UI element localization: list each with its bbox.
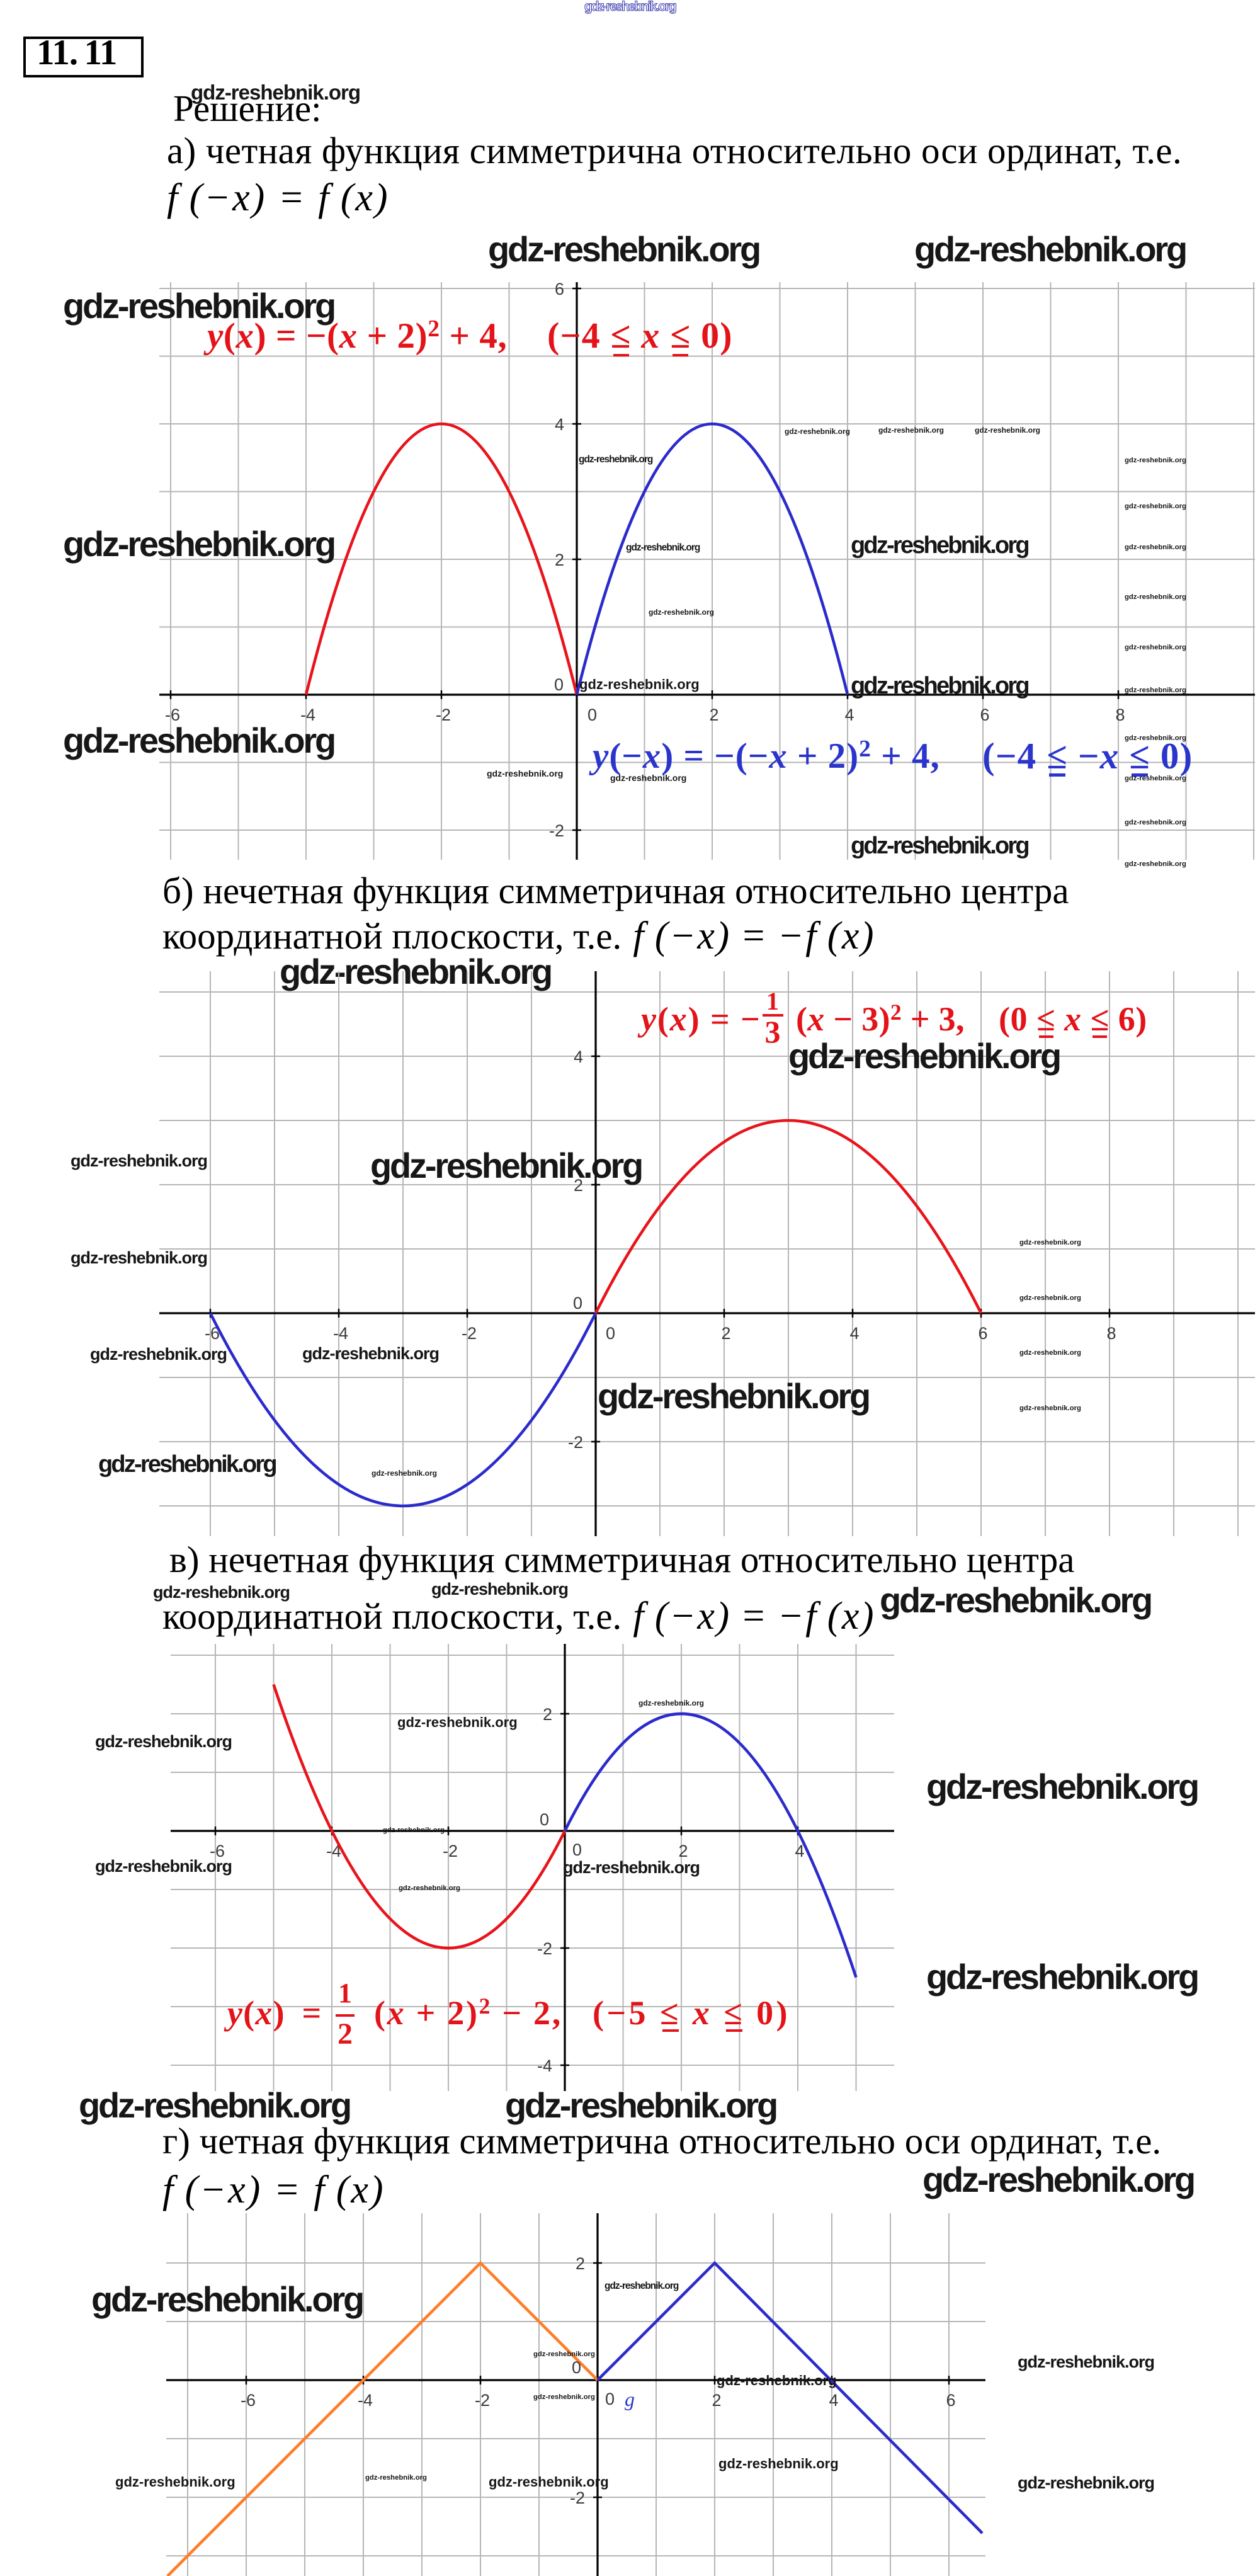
svg-text:6: 6	[946, 2391, 955, 2410]
svg-text:2: 2	[555, 550, 564, 569]
svg-text:-2: -2	[475, 2391, 490, 2410]
svg-text:0: 0	[554, 675, 564, 694]
svg-text:-4: -4	[358, 2391, 373, 2410]
svg-text:2: 2	[721, 1324, 730, 1343]
svg-text:4: 4	[849, 1324, 859, 1343]
svg-text:-6: -6	[241, 2391, 256, 2410]
svg-text:-6: -6	[165, 705, 180, 724]
svg-text:0: 0	[572, 1840, 582, 1859]
svg-text:-4: -4	[333, 1324, 348, 1343]
svg-text:8: 8	[1106, 1324, 1116, 1343]
svg-text:0: 0	[573, 1294, 582, 1313]
svg-text:4: 4	[555, 415, 564, 434]
svg-text:0: 0	[540, 1810, 549, 1829]
svg-text:2: 2	[576, 2254, 585, 2273]
svg-text:4: 4	[795, 1842, 804, 1861]
svg-text:2: 2	[574, 1176, 583, 1195]
svg-text:0: 0	[572, 2358, 581, 2377]
svg-text:6: 6	[980, 705, 989, 724]
svg-text:-2: -2	[462, 1324, 477, 1343]
svg-text:4: 4	[829, 2391, 838, 2410]
svg-text:2: 2	[678, 1842, 688, 1861]
svg-text:-2: -2	[436, 705, 451, 724]
svg-text:2: 2	[543, 1705, 552, 1724]
svg-text:4: 4	[574, 1047, 583, 1066]
svg-text:-2: -2	[537, 1939, 552, 1958]
svg-text:-2: -2	[570, 2488, 585, 2507]
svg-text:-4: -4	[300, 705, 315, 724]
svg-text:2: 2	[709, 705, 718, 724]
svg-text:6: 6	[978, 1324, 987, 1343]
svg-text:4: 4	[844, 705, 854, 724]
svg-text:2: 2	[712, 2391, 721, 2410]
svg-text:-4: -4	[537, 2056, 552, 2075]
svg-text:0: 0	[605, 2390, 615, 2408]
svg-text:-2: -2	[549, 821, 564, 840]
svg-text:-2: -2	[443, 1842, 458, 1861]
svg-text:0: 0	[606, 1324, 615, 1343]
svg-text:8: 8	[1115, 705, 1125, 724]
svg-text:-6: -6	[210, 1842, 225, 1861]
svg-text:0: 0	[587, 705, 597, 724]
svg-text:g: g	[625, 2388, 635, 2410]
svg-text:6: 6	[555, 282, 564, 299]
svg-text:-2: -2	[568, 1433, 583, 1452]
